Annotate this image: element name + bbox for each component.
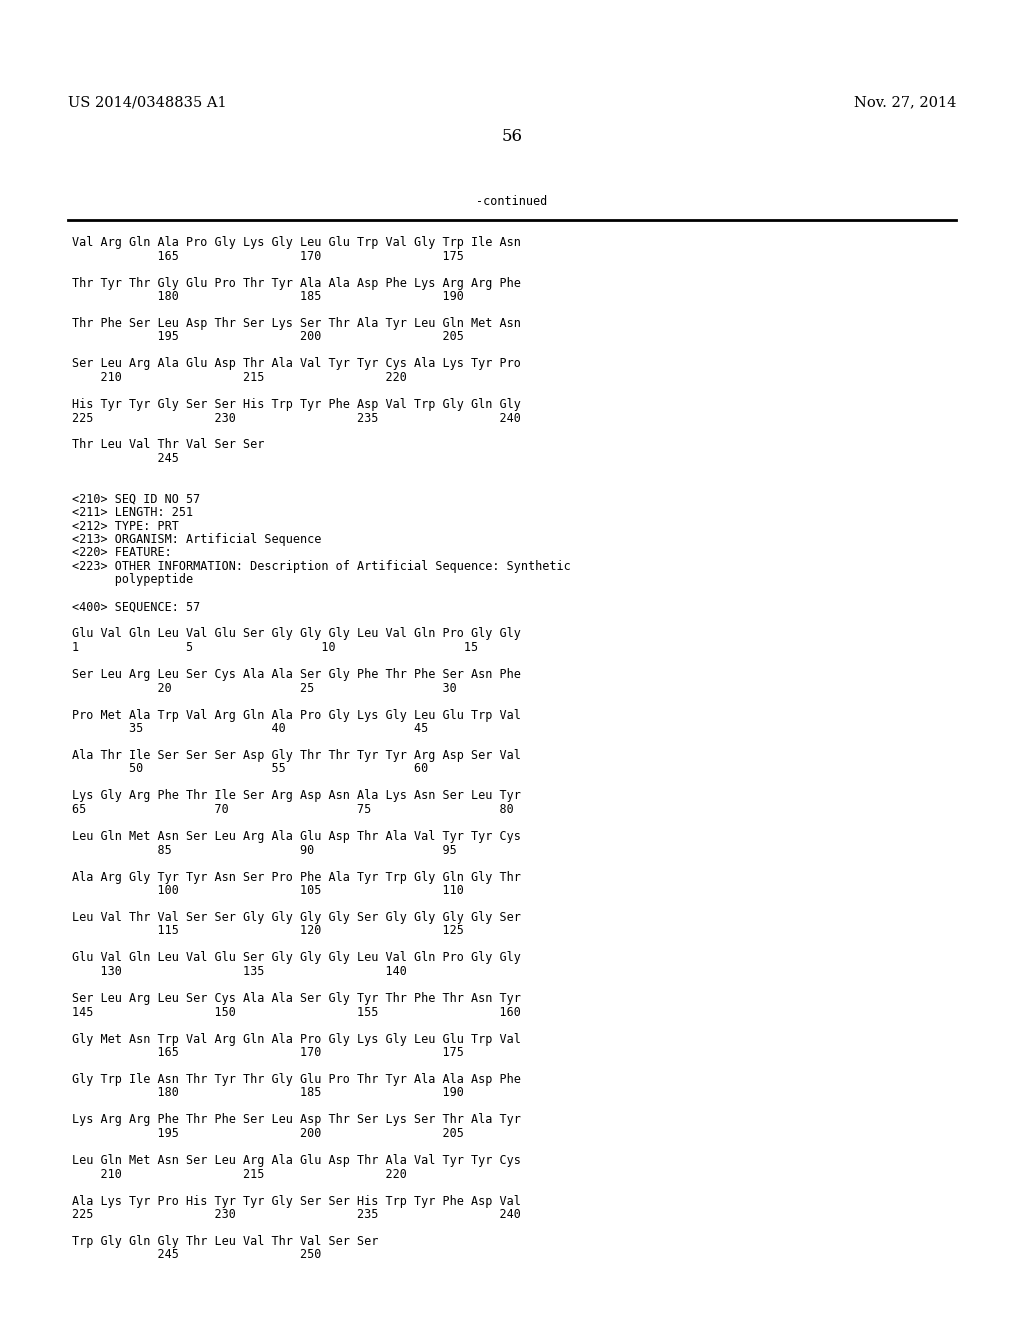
Text: 165                 170                 175: 165 170 175 [72,249,464,263]
Text: US 2014/0348835 A1: US 2014/0348835 A1 [68,95,226,110]
Text: Pro Met Ala Trp Val Arg Gln Ala Pro Gly Lys Gly Leu Glu Trp Val: Pro Met Ala Trp Val Arg Gln Ala Pro Gly … [72,709,521,722]
Text: 210                 215                 220: 210 215 220 [72,371,407,384]
Text: Leu Val Thr Val Ser Ser Gly Gly Gly Gly Ser Gly Gly Gly Gly Ser: Leu Val Thr Val Ser Ser Gly Gly Gly Gly … [72,911,521,924]
Text: Val Arg Gln Ala Pro Gly Lys Gly Leu Glu Trp Val Gly Trp Ile Asn: Val Arg Gln Ala Pro Gly Lys Gly Leu Glu … [72,236,521,249]
Text: 130                 135                 140: 130 135 140 [72,965,407,978]
Text: 1               5                  10                  15: 1 5 10 15 [72,642,478,653]
Text: <400> SEQUENCE: 57: <400> SEQUENCE: 57 [72,601,201,614]
Text: polypeptide: polypeptide [72,573,194,586]
Text: 180                 185                 190: 180 185 190 [72,290,464,304]
Text: 145                 150                 155                 160: 145 150 155 160 [72,1006,521,1019]
Text: Thr Leu Val Thr Val Ser Ser: Thr Leu Val Thr Val Ser Ser [72,438,264,451]
Text: 20                  25                  30: 20 25 30 [72,681,457,694]
Text: <210> SEQ ID NO 57: <210> SEQ ID NO 57 [72,492,201,506]
Text: Thr Phe Ser Leu Asp Thr Ser Lys Ser Thr Ala Tyr Leu Gln Met Asn: Thr Phe Ser Leu Asp Thr Ser Lys Ser Thr … [72,317,521,330]
Text: <223> OTHER INFORMATION: Description of Artificial Sequence: Synthetic: <223> OTHER INFORMATION: Description of … [72,560,570,573]
Text: 100                 105                 110: 100 105 110 [72,884,464,898]
Text: 85                  90                  95: 85 90 95 [72,843,457,857]
Text: Leu Gln Met Asn Ser Leu Arg Ala Glu Asp Thr Ala Val Tyr Tyr Cys: Leu Gln Met Asn Ser Leu Arg Ala Glu Asp … [72,1154,521,1167]
Text: 50                  55                  60: 50 55 60 [72,763,428,776]
Text: <220> FEATURE:: <220> FEATURE: [72,546,172,560]
Text: Ala Arg Gly Tyr Tyr Asn Ser Pro Phe Ala Tyr Trp Gly Gln Gly Thr: Ala Arg Gly Tyr Tyr Asn Ser Pro Phe Ala … [72,870,521,883]
Text: 225                 230                 235                 240: 225 230 235 240 [72,1208,521,1221]
Text: 35                  40                  45: 35 40 45 [72,722,428,735]
Text: 180                 185                 190: 180 185 190 [72,1086,464,1100]
Text: Trp Gly Gln Gly Thr Leu Val Thr Val Ser Ser: Trp Gly Gln Gly Thr Leu Val Thr Val Ser … [72,1236,379,1247]
Text: Thr Tyr Thr Gly Glu Pro Thr Tyr Ala Ala Asp Phe Lys Arg Arg Phe: Thr Tyr Thr Gly Glu Pro Thr Tyr Ala Ala … [72,276,521,289]
Text: Gly Met Asn Trp Val Arg Gln Ala Pro Gly Lys Gly Leu Glu Trp Val: Gly Met Asn Trp Val Arg Gln Ala Pro Gly … [72,1032,521,1045]
Text: Lys Gly Arg Phe Thr Ile Ser Arg Asp Asn Ala Lys Asn Ser Leu Tyr: Lys Gly Arg Phe Thr Ile Ser Arg Asp Asn … [72,789,521,803]
Text: Ser Leu Arg Ala Glu Asp Thr Ala Val Tyr Tyr Cys Ala Lys Tyr Pro: Ser Leu Arg Ala Glu Asp Thr Ala Val Tyr … [72,358,521,371]
Text: 210                 215                 220: 210 215 220 [72,1167,407,1180]
Text: 56: 56 [502,128,522,145]
Text: Nov. 27, 2014: Nov. 27, 2014 [854,95,956,110]
Text: Glu Val Gln Leu Val Glu Ser Gly Gly Gly Leu Val Gln Pro Gly Gly: Glu Val Gln Leu Val Glu Ser Gly Gly Gly … [72,952,521,965]
Text: 115                 120                 125: 115 120 125 [72,924,464,937]
Text: Ala Lys Tyr Pro His Tyr Tyr Gly Ser Ser His Trp Tyr Phe Asp Val: Ala Lys Tyr Pro His Tyr Tyr Gly Ser Ser … [72,1195,521,1208]
Text: Glu Val Gln Leu Val Glu Ser Gly Gly Gly Leu Val Gln Pro Gly Gly: Glu Val Gln Leu Val Glu Ser Gly Gly Gly … [72,627,521,640]
Text: Lys Arg Arg Phe Thr Phe Ser Leu Asp Thr Ser Lys Ser Thr Ala Tyr: Lys Arg Arg Phe Thr Phe Ser Leu Asp Thr … [72,1114,521,1126]
Text: Ala Thr Ile Ser Ser Ser Asp Gly Thr Thr Tyr Tyr Arg Asp Ser Val: Ala Thr Ile Ser Ser Ser Asp Gly Thr Thr … [72,748,521,762]
Text: 195                 200                 205: 195 200 205 [72,330,464,343]
Text: -continued: -continued [476,195,548,209]
Text: 245                 250: 245 250 [72,1249,322,1262]
Text: His Tyr Tyr Gly Ser Ser His Trp Tyr Phe Asp Val Trp Gly Gln Gly: His Tyr Tyr Gly Ser Ser His Trp Tyr Phe … [72,399,521,411]
Text: Gly Trp Ile Asn Thr Tyr Thr Gly Glu Pro Thr Tyr Ala Ala Asp Phe: Gly Trp Ile Asn Thr Tyr Thr Gly Glu Pro … [72,1073,521,1086]
Text: Ser Leu Arg Leu Ser Cys Ala Ala Ser Gly Phe Thr Phe Ser Asn Phe: Ser Leu Arg Leu Ser Cys Ala Ala Ser Gly … [72,668,521,681]
Text: <211> LENGTH: 251: <211> LENGTH: 251 [72,506,194,519]
Text: 165                 170                 175: 165 170 175 [72,1045,464,1059]
Text: 245: 245 [72,451,179,465]
Text: 225                 230                 235                 240: 225 230 235 240 [72,412,521,425]
Text: 65                  70                  75                  80: 65 70 75 80 [72,803,514,816]
Text: <213> ORGANISM: Artificial Sequence: <213> ORGANISM: Artificial Sequence [72,533,322,546]
Text: <212> TYPE: PRT: <212> TYPE: PRT [72,520,179,532]
Text: 195                 200                 205: 195 200 205 [72,1127,464,1140]
Text: Leu Gln Met Asn Ser Leu Arg Ala Glu Asp Thr Ala Val Tyr Tyr Cys: Leu Gln Met Asn Ser Leu Arg Ala Glu Asp … [72,830,521,843]
Text: Ser Leu Arg Leu Ser Cys Ala Ala Ser Gly Tyr Thr Phe Thr Asn Tyr: Ser Leu Arg Leu Ser Cys Ala Ala Ser Gly … [72,993,521,1005]
